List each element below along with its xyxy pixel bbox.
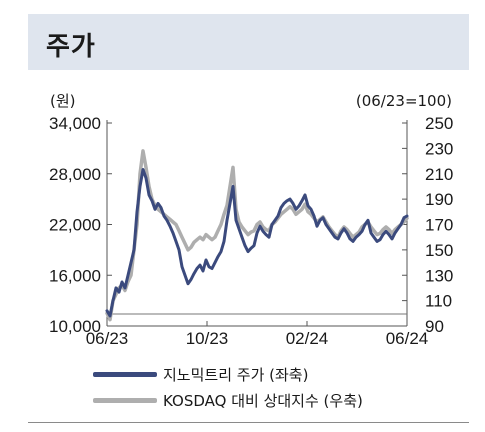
x-axis-ticks: 06/23 10/23 02/24 06/24: [86, 321, 429, 348]
legend-item-kosdaq: KOSDAQ 대비 상대지수 (우축): [93, 388, 363, 412]
right-tick-label: 110: [425, 292, 452, 311]
legend-label-stock: 지노믹트리 주가 (좌축): [163, 365, 309, 384]
page-title: 주가: [46, 32, 96, 62]
right-tick-label: 230: [425, 139, 453, 158]
right-axis-unit: (06/23=100): [356, 92, 452, 110]
left-axis-ticks: 34,000 28,000 22,000 16,000 10,000: [49, 114, 112, 336]
legend-swatch-kosdaq: [93, 397, 157, 403]
right-tick-label: 170: [425, 216, 453, 235]
series-line-stock: [105, 168, 409, 318]
left-tick-label: 10,000: [49, 317, 101, 336]
x-tick-label: 06/24: [386, 329, 429, 348]
right-tick-label: 90: [425, 317, 444, 336]
x-tick-label: 06/23: [86, 329, 129, 348]
left-tick-label: 34,000: [49, 114, 101, 133]
legend-label-kosdaq: KOSDAQ 대비 상대지수 (우축): [163, 391, 363, 410]
right-tick-label: 210: [425, 165, 453, 184]
right-tick-label: 130: [425, 266, 453, 285]
left-tick-label: 22,000: [49, 216, 101, 235]
x-tick-label: 02/24: [286, 329, 329, 348]
right-tick-label: 250: [425, 114, 453, 133]
right-tick-label: 190: [425, 190, 453, 209]
legend-swatch-stock: [93, 371, 157, 377]
legend: 지노믹트리 주가 (좌축) KOSDAQ 대비 상대지수 (우축): [93, 362, 363, 414]
title-bar: 주가: [28, 14, 469, 70]
right-tick-label: 150: [425, 241, 453, 260]
right-axis-ticks: 250 230 210 190 170 150 130 110 90: [402, 114, 453, 336]
left-tick-label: 28,000: [49, 165, 101, 184]
left-axis-unit: (원): [50, 92, 76, 110]
series-layer: [105, 149, 409, 322]
x-tick-label: 10/23: [186, 329, 229, 348]
bottom-rule: [28, 422, 469, 423]
legend-item-stock: 지노믹트리 주가 (좌축): [93, 362, 363, 386]
left-tick-label: 16,000: [49, 266, 101, 285]
